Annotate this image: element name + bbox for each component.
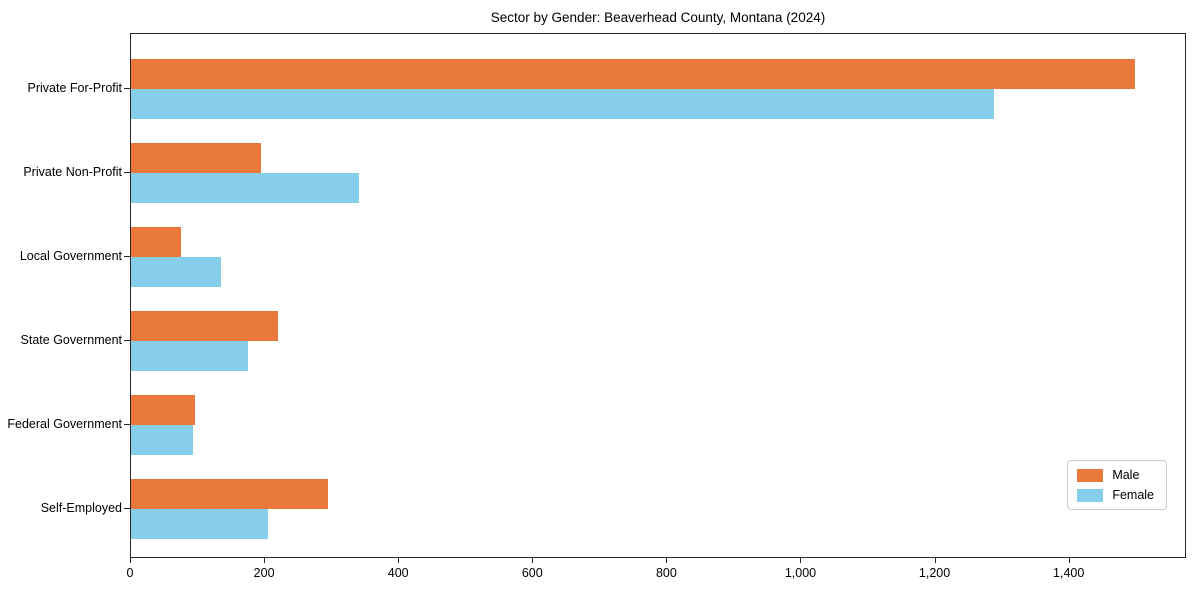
ytick-label-federal-government: Federal Government (7, 417, 122, 431)
female-series-swatch (1077, 488, 1104, 502)
ytick-label-self-employed: Self-Employed (40, 501, 122, 515)
xtick-mark (532, 558, 534, 563)
xtick-mark (398, 558, 400, 563)
bar-female-local-government (131, 257, 222, 287)
bar-female-federal-government (131, 425, 194, 455)
ytick-mark (124, 88, 130, 89)
legend-entry-female: Female (1077, 488, 1154, 502)
xtick-label-1000: 1,000 (784, 566, 817, 580)
xtick-mark (1068, 558, 1070, 563)
xtick-label-400: 400 (387, 566, 409, 580)
legend-label-female: Female (1112, 488, 1154, 502)
chart-title: Sector by Gender: Beaverhead County, Mon… (490, 10, 826, 25)
bar-male-self-employed (131, 479, 329, 509)
ytick-label-private-for-profit: Private For-Profit (27, 81, 122, 95)
ytick-label-state-government: State Government (20, 333, 122, 347)
ytick-mark (124, 424, 130, 425)
bar-male-local-government (131, 227, 182, 257)
ytick-mark (124, 340, 130, 341)
bar-female-state-government (131, 341, 249, 371)
xtick-mark (934, 558, 936, 563)
ytick-label-private-non-profit: Private Non-Profit (23, 165, 122, 179)
male-series-swatch (1077, 468, 1104, 482)
plot-area: Male Female (130, 33, 1186, 558)
bar-male-private-non-profit (131, 143, 262, 173)
xtick-label-0: 0 (126, 566, 134, 580)
ytick-label-local-government: Local Government (19, 249, 122, 263)
ytick-mark (124, 256, 130, 257)
xtick-label-600: 600 (521, 566, 543, 580)
xtick-mark (666, 558, 668, 563)
legend-label-male: Male (1112, 468, 1140, 482)
ytick-mark (124, 172, 130, 173)
legend: Male Female (1067, 460, 1167, 510)
xtick-label-1400: 1,400 (1053, 566, 1085, 580)
xtick-label-1200: 1,200 (918, 566, 951, 580)
bar-female-private-for-profit (131, 89, 995, 119)
bar-male-private-for-profit (131, 59, 1135, 89)
xtick-label-800: 800 (655, 566, 677, 580)
bar-female-private-non-profit (131, 173, 359, 203)
bar-female-self-employed (131, 509, 269, 539)
ytick-mark (124, 508, 130, 509)
xtick-mark (800, 558, 802, 563)
legend-entry-male: Male (1077, 468, 1154, 482)
xtick-mark (264, 558, 266, 563)
bar-male-federal-government (131, 395, 195, 425)
xtick-mark (130, 558, 131, 563)
xtick-label-200: 200 (253, 566, 275, 580)
bar-male-state-government (131, 311, 279, 341)
